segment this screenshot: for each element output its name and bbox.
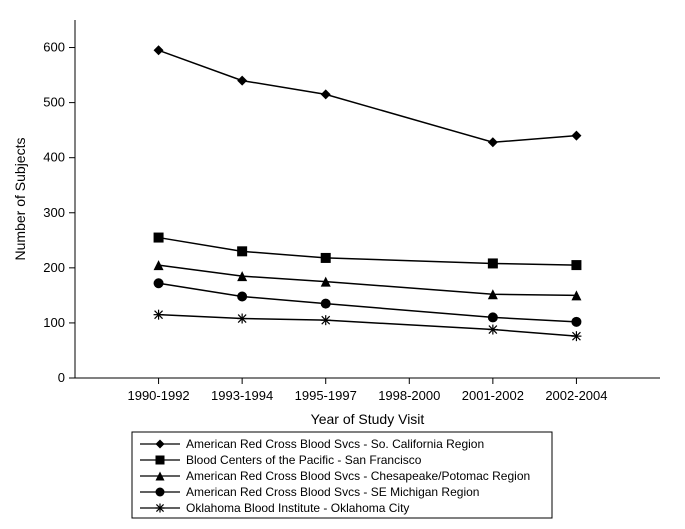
legend-label: Blood Centers of the Pacific - San Franc… [186, 453, 422, 467]
marker-diamond [237, 76, 247, 86]
marker-circle [237, 291, 247, 301]
marker-circle [321, 299, 331, 309]
legend-label: Oklahoma Blood Institute - Oklahoma City [186, 501, 409, 515]
marker-star [237, 314, 247, 324]
marker-square [237, 246, 247, 256]
y-tick-label: 300 [43, 205, 65, 220]
series-line-3 [159, 283, 577, 322]
y-tick-label: 500 [43, 95, 65, 110]
y-tick-label: 0 [58, 370, 65, 385]
marker-circle [154, 278, 164, 288]
marker-star [571, 331, 581, 341]
x-tick-label: 2001-2002 [462, 388, 524, 403]
line-chart: 0 100 200 300 400 500 600 Number of Subjects 199… [0, 0, 685, 529]
y-tick-label: 100 [43, 315, 65, 330]
x-tick-label: 1998-2000 [378, 388, 440, 403]
series-line-0 [159, 50, 577, 142]
y-tick-label: 600 [43, 40, 65, 55]
y-axis-label: Number of Subjects [12, 138, 28, 261]
marker-star [321, 315, 331, 325]
series-line-2 [159, 265, 577, 295]
marker-square [321, 253, 331, 263]
marker-star [154, 310, 164, 320]
legend-label: American Red Cross Blood Svcs - SE Michi… [186, 485, 479, 499]
legend-label: American Red Cross Blood Svcs - So. Cali… [186, 437, 484, 451]
y-tick-label: 400 [43, 150, 65, 165]
marker-circle [571, 317, 581, 327]
x-tick-label: 1995-1997 [295, 388, 357, 403]
y-tick-label: 200 [43, 260, 65, 275]
x-axis-label: Year of Study Visit [311, 411, 425, 427]
x-tick-label: 1990-1992 [127, 388, 189, 403]
x-tick-label: 2002-2004 [545, 388, 607, 403]
chart-svg: 0 100 200 300 400 500 600 Number of Subjects 199… [0, 0, 685, 529]
marker-diamond [488, 137, 498, 147]
legend-label: American Red Cross Blood Svcs - Chesapea… [186, 469, 530, 483]
marker-star [488, 325, 498, 335]
marker-square [571, 260, 581, 270]
marker-circle [156, 488, 165, 497]
marker-square [488, 258, 498, 268]
marker-square [154, 233, 164, 243]
marker-star [156, 504, 165, 513]
x-tick-label: 1993-1994 [211, 388, 273, 403]
marker-diamond [154, 45, 164, 55]
marker-square [156, 456, 165, 465]
marker-circle [488, 312, 498, 322]
marker-diamond [571, 131, 581, 141]
marker-diamond [321, 89, 331, 99]
series-line-1 [159, 238, 577, 266]
